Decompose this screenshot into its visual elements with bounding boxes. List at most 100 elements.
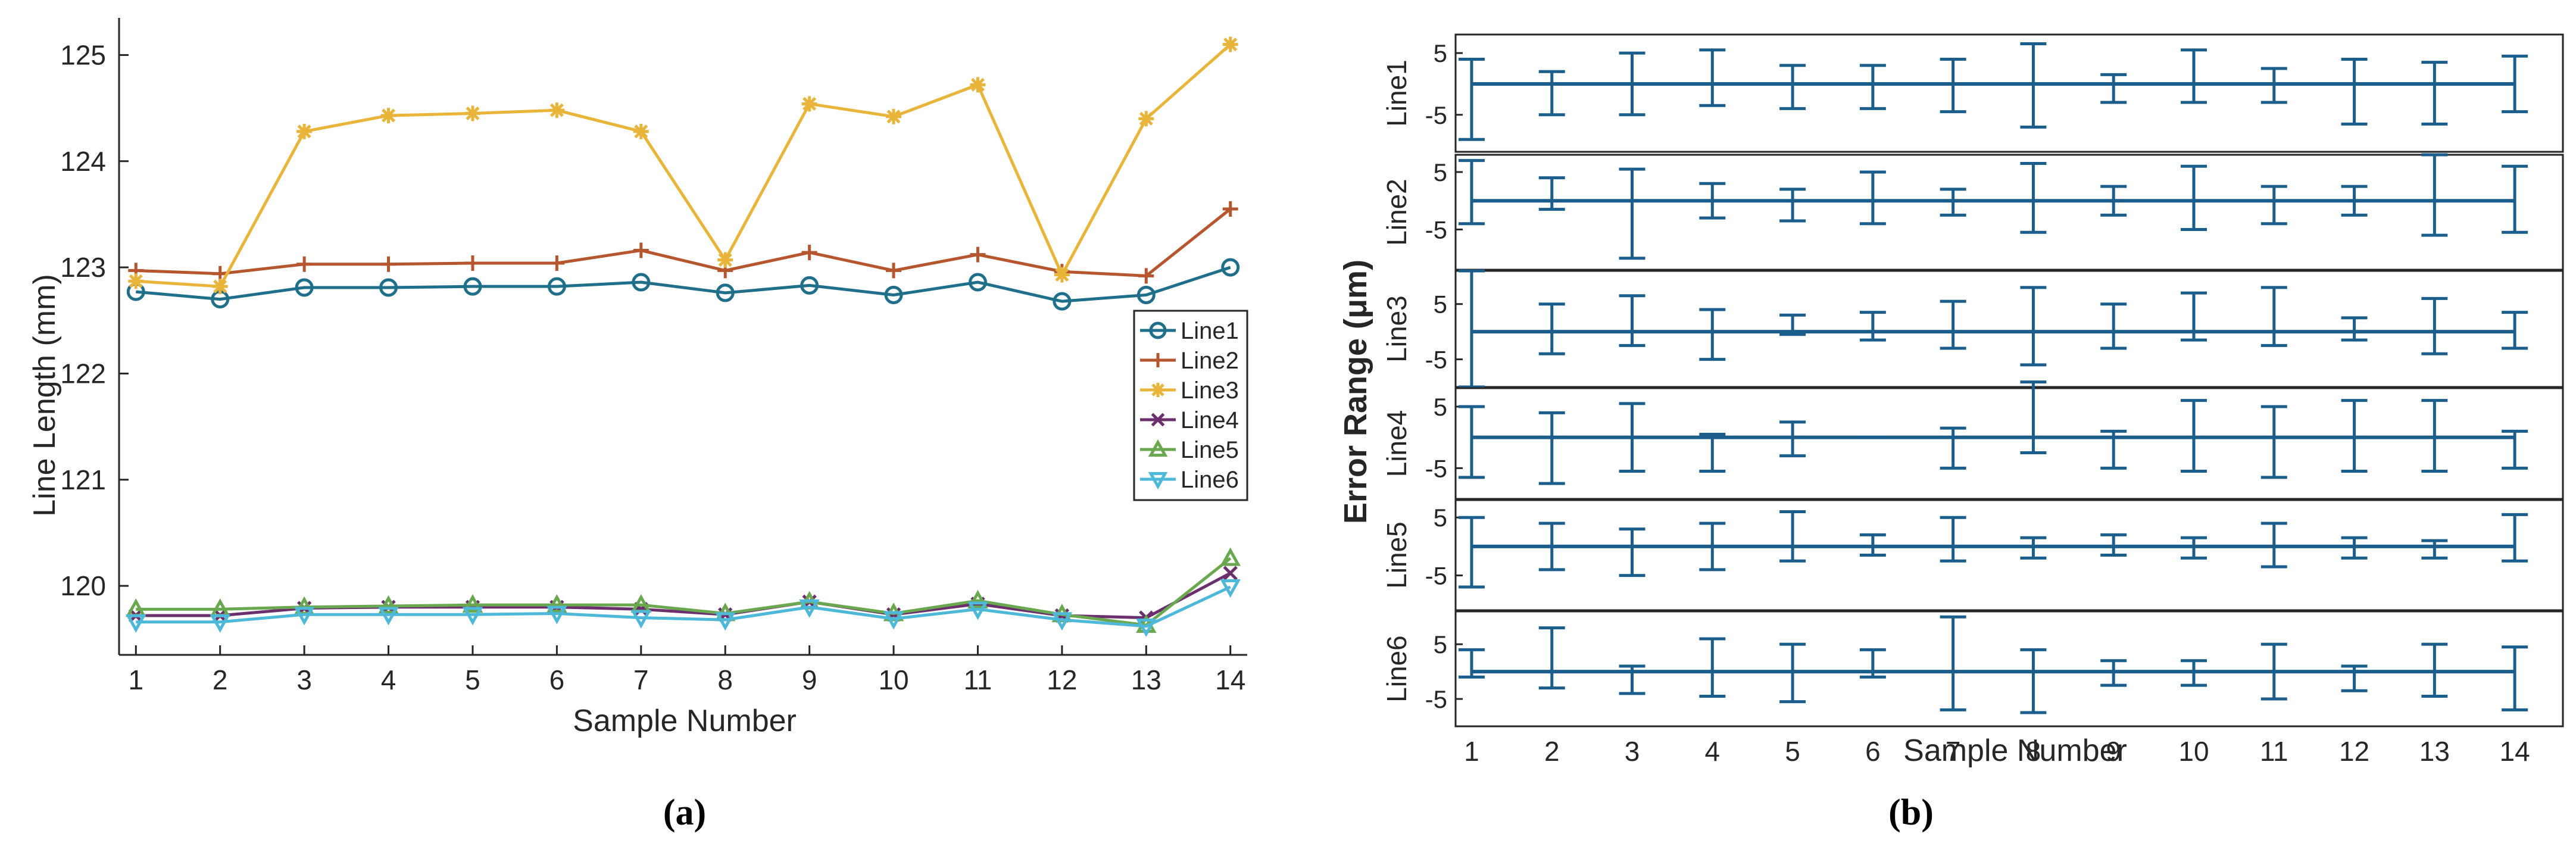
error-bar [1619,51,1645,117]
data-point-line6 [210,614,230,633]
error-bar [2181,399,2207,473]
chart-a-panel-label: (a) [663,792,706,833]
error-bar [2100,659,2127,687]
chart-a-xlabel: Sample Number [573,704,797,738]
error-bar [2421,539,2448,560]
x-tick-label: 7 [1946,736,1961,767]
y-tick-label: -5 [1425,101,1447,129]
error-bar [2341,536,2368,560]
data-point-line3 [464,105,480,121]
error-bar [2181,164,2207,231]
error-bar [1458,516,1485,589]
y-tick-label: 125 [60,39,106,70]
data-point-line3 [549,102,565,118]
data-point-line6 [1220,579,1241,598]
error-bar [2260,522,2287,569]
y-tick-label: -5 [1425,454,1447,482]
error-bar [2260,405,2287,479]
data-point-line6 [462,607,483,626]
error-bar [1458,269,1485,389]
y-tick-label: 5 [1434,393,1447,421]
y-tick-label: 124 [60,146,106,177]
data-point-line2 [886,263,902,279]
error-bar [1699,308,1726,361]
x-tick-label: 8 [717,664,733,695]
y-tick-label: 122 [60,358,106,389]
error-bar [2421,61,2448,126]
subplot-name: Line1 [1381,60,1412,127]
data-point-line3 [212,279,228,295]
data-point-line6 [714,612,736,631]
error-bar [1538,176,1565,211]
error-bar [1859,311,1886,342]
data-point-line6 [293,607,315,626]
data-point-line3 [1222,36,1238,52]
error-bar [2020,161,2047,234]
error-bar [2502,429,2528,470]
error-bar [1699,522,1726,572]
error-bar [1699,182,1726,220]
data-point-line3 [296,123,313,139]
error-bar [1699,637,1726,698]
series-line-line2 [136,208,1232,277]
error-bar [2421,642,2448,698]
error-bar [1779,642,1806,704]
series-line-line5 [136,557,1232,627]
data-point-line1 [968,273,987,292]
subplot-name: Line4 [1381,410,1412,477]
error-bar [1619,167,1645,260]
error-bar [2181,659,2207,687]
data-point-line3 [633,123,649,139]
y-tick-label: -5 [1425,216,1447,243]
error-bar [2341,57,2368,126]
error-bar [1538,70,1565,117]
subplot-name: Line3 [1381,295,1412,363]
chart-b-xlabel: Sample Number [1903,733,2127,768]
data-point-line2 [633,242,649,258]
error-bar [1538,411,1565,485]
error-bar [2020,286,2047,367]
legend-marker [1148,472,1168,490]
legend-marker [1151,353,1165,367]
error-bar [2341,316,2368,342]
x-tick-label: 14 [2500,736,2530,767]
x-tick-label: 1 [1464,736,1479,767]
data-point-line1 [1221,258,1240,277]
error-bar [1859,170,1886,226]
legend-marker [1148,439,1168,457]
error-bar [1779,188,1806,223]
error-bar [2020,380,2047,454]
y-tick-label: 123 [60,252,106,283]
x-tick-label: 4 [1705,736,1721,767]
y-tick-label: 5 [1434,39,1447,67]
error-bar [2341,185,2368,217]
error-bar [2181,536,2207,560]
data-point-line6 [1136,618,1157,637]
error-bar [1699,433,1726,473]
subplot-line4: 5 -5 Line4 [1381,380,2564,500]
x-tick-label: 9 [2106,736,2121,767]
error-bar [2341,399,2368,473]
error-bar [2260,642,2287,701]
data-point-line6 [967,601,988,620]
data-point-line5 [1220,547,1241,566]
chart-b: 5 -5 Line1 5 -5 Line2 5 -5 Line3 5 -5 Line4 5 -5 Line5… [1381,33,2564,767]
x-tick-label: 2 [213,664,228,695]
x-tick-label: 2 [1544,736,1560,767]
data-point-line6 [126,614,146,633]
data-point-line3 [380,108,396,124]
error-bar [1458,57,1485,141]
data-point-line2 [549,255,565,271]
x-tick-label: 5 [465,664,480,695]
data-point-line3 [717,252,733,268]
data-point-line2 [464,255,480,271]
data-point-line2 [970,246,986,263]
legend-label: Line3 [1181,377,1239,404]
subplot-line5: 5 -5 Line5 [1381,499,2564,611]
error-bar [1538,626,1565,690]
error-bar [1619,402,1645,473]
chart-a: 1 2 3 4 5 6 7 8 9 10 11 12 13 14120121122123124125Lin… [60,18,1248,695]
error-bar [2020,536,2047,560]
error-bar [1859,648,1886,679]
